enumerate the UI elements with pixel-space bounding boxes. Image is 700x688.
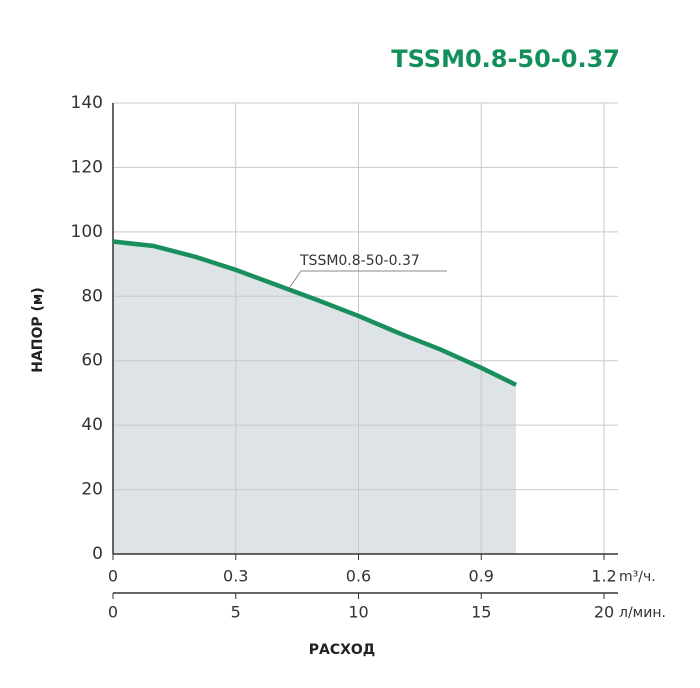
curve <box>112 239 518 387</box>
x2-unit: л/мин. <box>619 605 666 621</box>
y-tick-label: 60 <box>81 351 103 371</box>
x-tick-label: 1.2 <box>591 567 616 586</box>
x-tick-label: 0.6 <box>346 567 371 586</box>
series-label: TSSM0.8-50-0.37 <box>299 253 420 269</box>
x-tick-label: 0.3 <box>223 567 248 586</box>
chart-title: TSSM0.8-50-0.37 <box>391 45 620 73</box>
leader-line <box>289 270 447 288</box>
x2-tick-label: 20 <box>594 603 614 622</box>
y-tick-label: 0 <box>92 544 103 564</box>
x2-tick-label: 10 <box>348 603 368 622</box>
y-tick-label: 120 <box>71 157 103 177</box>
x2-tick-label: 5 <box>231 603 241 622</box>
x-unit: m³/ч. <box>619 569 656 585</box>
x-axis-label: РАСХОД <box>309 642 376 658</box>
y-tick-label: 20 <box>81 480 103 500</box>
y-tick-label: 140 <box>71 93 103 113</box>
area <box>113 241 517 554</box>
y-tick-label: 80 <box>81 286 103 306</box>
y-tick-label: 100 <box>71 222 103 242</box>
y-axis-label: НАПОР (м) <box>30 287 46 373</box>
y-tick-label: 40 <box>81 415 103 435</box>
x-tick-label: 0 <box>108 567 118 586</box>
x2-tick-label: 15 <box>471 603 491 622</box>
x2-tick-label: 0 <box>108 603 118 622</box>
x-tick-label: 0.9 <box>469 567 494 586</box>
